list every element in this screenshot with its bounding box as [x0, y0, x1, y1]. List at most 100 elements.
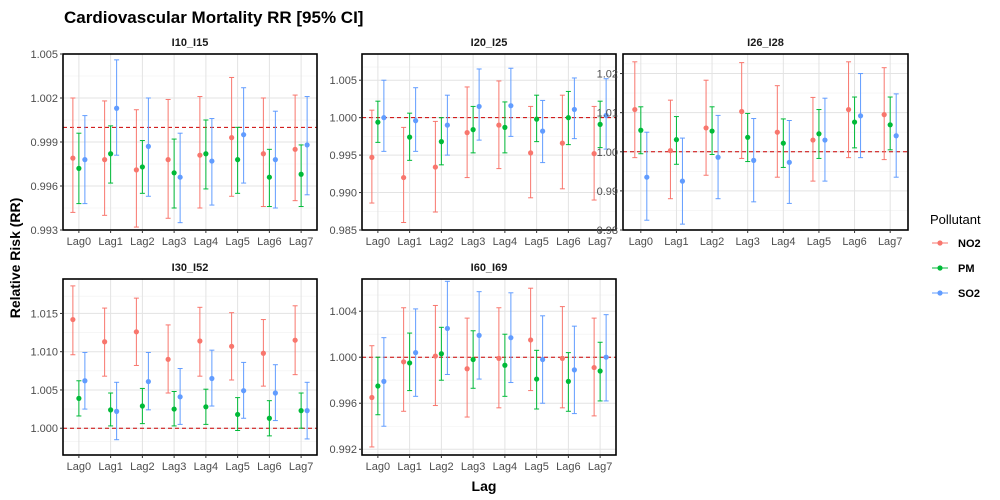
data-point	[108, 407, 114, 413]
data-point	[133, 167, 139, 173]
data-point	[508, 335, 514, 341]
y-tick-label: 1.015	[30, 308, 58, 320]
series-so2	[381, 67, 609, 164]
data-point	[508, 103, 514, 109]
panel-title: I20_I25	[471, 37, 508, 49]
data-point	[369, 394, 375, 401]
data-point	[413, 118, 419, 124]
data-point	[381, 115, 387, 121]
data-point	[407, 134, 413, 140]
data-point	[145, 143, 151, 149]
x-tick-label: Lag0	[366, 236, 390, 248]
x-tick-label: Lag2	[429, 236, 453, 248]
x-tick-label: Lag4	[194, 461, 218, 473]
data-point	[197, 152, 203, 158]
panel-i60_i69: I60_I69 0.992 0.996 1.000 1.004 Lag0 Lag1 Lag2 L…	[329, 262, 617, 473]
data-point	[292, 146, 298, 152]
x-tick-label: Lag0	[629, 236, 653, 248]
data-point	[632, 106, 638, 113]
data-point	[82, 378, 88, 384]
data-point	[260, 350, 266, 356]
data-point	[401, 174, 407, 181]
data-point	[401, 359, 407, 365]
data-point	[816, 131, 822, 137]
data-point	[139, 403, 145, 409]
data-point	[502, 362, 508, 368]
data-point	[502, 124, 508, 130]
data-point	[528, 150, 534, 156]
legend-label: SO2	[958, 288, 980, 300]
data-point	[534, 376, 540, 382]
x-tick-label: Lag7	[289, 236, 313, 248]
series-no2	[369, 80, 597, 224]
data-point	[165, 356, 171, 362]
panel-i26_i28: I26_I28 0.98 0.99 1.00 1.01 1.02 Lag0 Lag1 Lag2 L…	[597, 37, 909, 248]
data-point	[272, 390, 278, 396]
data-point	[476, 103, 482, 110]
data-point	[260, 151, 266, 157]
legend-key-point	[937, 240, 943, 246]
data-point	[597, 121, 603, 127]
series-pm	[76, 380, 304, 437]
x-tick-label: Lag6	[257, 236, 281, 248]
series-so2	[82, 349, 310, 441]
data-point	[822, 137, 828, 143]
data-point	[209, 158, 215, 164]
x-tick-label: Lag5	[524, 236, 548, 248]
series-so2	[644, 73, 899, 225]
y-tick-label: 1.005	[30, 385, 58, 397]
data-point	[177, 174, 183, 180]
series-no2	[369, 287, 597, 448]
data-point	[745, 134, 751, 140]
legend-label: NO2	[958, 238, 981, 250]
x-tick-label: Lag3	[461, 236, 485, 248]
x-tick-label: Lag1	[397, 461, 421, 473]
data-point	[881, 112, 887, 118]
y-tick-label: 0.98	[597, 225, 618, 237]
data-point	[774, 129, 780, 135]
data-point	[540, 128, 546, 134]
x-tick-label: Lag2	[130, 236, 154, 248]
y-tick-label: 0.990	[329, 188, 357, 200]
data-point	[76, 165, 82, 171]
data-point	[177, 394, 183, 400]
data-point	[476, 332, 482, 338]
y-tick-label: 0.996	[329, 398, 357, 410]
data-point	[229, 343, 235, 349]
x-tick-label: Lag1	[664, 236, 688, 248]
y-axis-label: Relative Risk (RR)	[7, 198, 23, 319]
x-tick-label: Lag5	[524, 461, 548, 473]
x-tick-label: Lag2	[700, 236, 724, 248]
panel-title: I10_I15	[172, 37, 209, 49]
x-tick-label: Lag2	[429, 461, 453, 473]
x-tick-label: Lag7	[588, 236, 612, 248]
data-point	[638, 127, 644, 133]
y-tick-label: 1.000	[329, 113, 357, 125]
data-point	[203, 151, 209, 157]
y-tick-label: 0.99	[597, 186, 618, 198]
data-point	[375, 119, 381, 125]
panel-title: I30_I52	[172, 262, 209, 274]
data-point	[432, 164, 438, 170]
panel-border	[62, 278, 318, 456]
data-point	[76, 395, 82, 401]
y-tick-label: 0.995	[329, 150, 357, 162]
data-point	[679, 178, 686, 184]
data-point	[673, 137, 680, 143]
data-point	[70, 155, 76, 161]
y-tick-label: 1.00	[597, 147, 618, 159]
data-point	[528, 337, 534, 343]
y-tick-label: 0.993	[30, 225, 58, 237]
x-tick-label: Lag3	[162, 461, 186, 473]
x-tick-label: Lag1	[397, 236, 421, 248]
panel-i10_i15: I10_I15 0.993 0.996 0.999 1.002 1.005 Lag0 Lag1…	[30, 37, 318, 248]
facet-panels: I10_I15 0.993 0.996 0.999 1.002 1.005 Lag0 Lag1…	[30, 37, 909, 473]
data-point	[470, 127, 476, 133]
legend: Pollutant NO2 PM SO2	[930, 212, 981, 300]
data-point	[496, 122, 502, 128]
x-tick-label: Lag3	[461, 461, 485, 473]
y-tick-label: 1.005	[329, 75, 357, 87]
x-tick-label: Lag6	[842, 236, 866, 248]
data-point	[266, 174, 272, 180]
data-point	[70, 316, 76, 323]
